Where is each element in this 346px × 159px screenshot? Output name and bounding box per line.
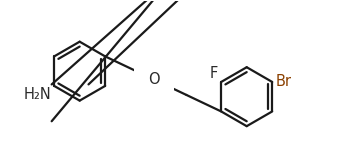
Text: O: O [148, 72, 160, 87]
Text: H₂N: H₂N [24, 87, 51, 102]
Text: F: F [210, 66, 218, 81]
Text: Br: Br [275, 74, 291, 90]
